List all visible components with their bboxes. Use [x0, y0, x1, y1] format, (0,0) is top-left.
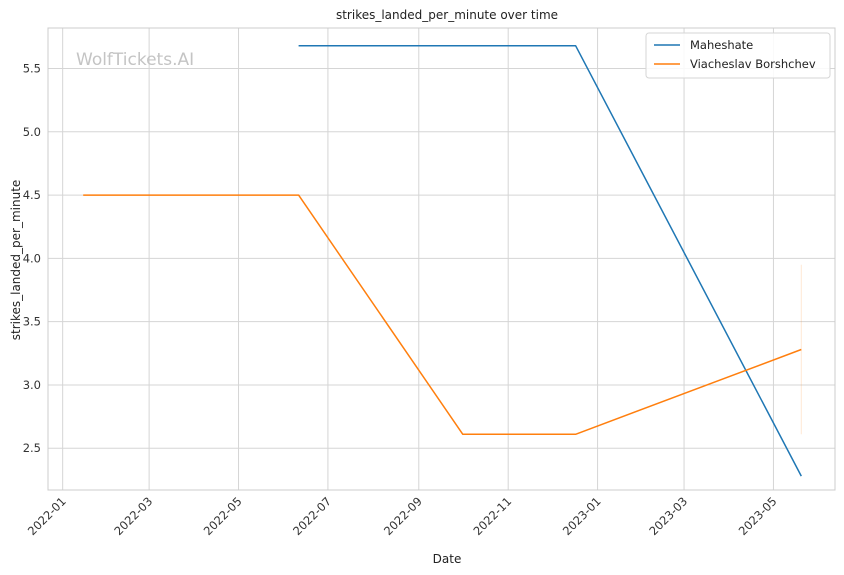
- x-tick-label: 2023-03: [646, 494, 690, 538]
- legend-label: Maheshate: [690, 38, 753, 52]
- grid: [48, 28, 835, 490]
- y-tick-label: 2.5: [23, 441, 41, 455]
- x-tick-label: 2022-07: [290, 494, 334, 538]
- x-tick-label: 2022-01: [25, 494, 69, 538]
- x-tick-label: 2023-01: [560, 494, 604, 538]
- y-tick-label: 5.5: [23, 62, 41, 76]
- legend-label: Viacheslav Borshchev: [690, 57, 816, 71]
- y-tick-label: 4.5: [23, 188, 41, 202]
- x-tick-labels: 2022-01 2022-03 2022-05 2022-07 2022-09 2022-…: [25, 494, 780, 538]
- x-axis-title: Date: [433, 552, 462, 566]
- series-line: [298, 44, 802, 477]
- legend-box: [645, 32, 831, 79]
- y-tick-label: 4.0: [23, 251, 41, 265]
- x-tick-label: 2022-05: [201, 494, 245, 538]
- legend: Maheshate Viacheslav Borshchev: [645, 32, 831, 79]
- series-line: [83, 194, 802, 436]
- x-tick-label: 2022-03: [111, 494, 155, 538]
- y-tick-label: 5.0: [23, 125, 41, 139]
- chart-title: strikes_landed_per_minute over time: [336, 8, 558, 22]
- plot-frame: [47, 27, 836, 491]
- watermark: WolfTickets.AI: [76, 50, 194, 70]
- y-tick-label: 3.0: [23, 378, 41, 392]
- x-tick-label: 2023-05: [736, 494, 780, 538]
- y-tick-label: 3.5: [23, 315, 41, 329]
- x-tick-label: 2022-11: [470, 494, 514, 538]
- y-tick-labels: 2.5 3.0 3.5 4.0 4.5 5.0 5.5: [23, 62, 41, 456]
- x-tick-label: 2022-09: [381, 494, 425, 538]
- y-axis-title: strikes_landed_per_minute: [9, 180, 23, 341]
- series-lines: [83, 44, 802, 477]
